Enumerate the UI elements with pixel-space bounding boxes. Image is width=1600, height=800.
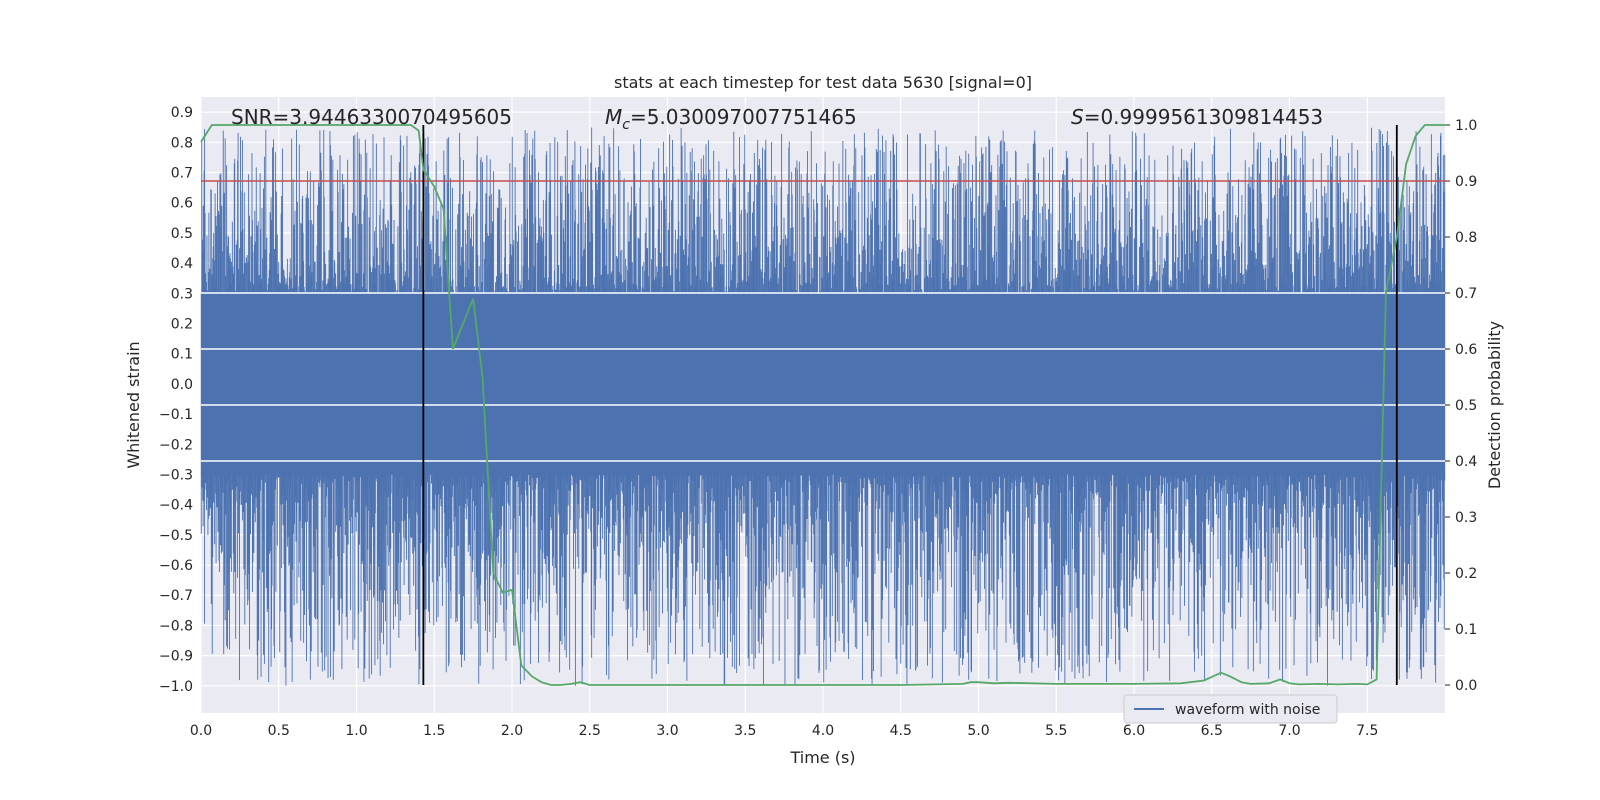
y2-axis-label: Detection probability — [1485, 321, 1504, 489]
y-tick-label: −1.0 — [159, 679, 193, 695]
x-tick-label: 5.0 — [967, 723, 989, 739]
x-tick-label: 7.5 — [1356, 723, 1378, 739]
x-axis-label: Time (s) — [789, 748, 855, 767]
y-tick-label: 0.2 — [171, 316, 193, 332]
x-ticks: 0.0 0.5 1.0 1.5 2.0 2.5 3.0 3.5 4.0 4.5 5.0 5.5 6.0 6… — [190, 723, 1379, 739]
y2-tick-label: 0.6 — [1455, 342, 1477, 358]
y2-tick-label: 0.4 — [1455, 454, 1477, 470]
x-tick-label: 0.0 — [190, 723, 212, 739]
y-tick-label: −0.4 — [159, 498, 193, 514]
legend-box — [1123, 694, 1338, 724]
x-tick-label: 2.0 — [501, 723, 523, 739]
overlay — [200, 124, 1445, 686]
y2-tick-label: 1.0 — [1455, 118, 1477, 134]
y-tick-label: 0.9 — [171, 105, 193, 121]
x-tick-label: 4.0 — [812, 723, 834, 739]
statistic-value: =0.9999561309814453 — [1084, 105, 1323, 129]
y2-tick-label: 0.2 — [1455, 566, 1477, 582]
x-tick-label: 7.0 — [1278, 723, 1300, 739]
x-tick-label: 0.5 — [268, 723, 290, 739]
y-tick-label: −0.7 — [159, 588, 193, 604]
y-tick-label: −0.8 — [159, 618, 193, 634]
x-tick-label: 1.0 — [345, 723, 367, 739]
statistic-symbol: S — [1071, 105, 1084, 129]
x-tick-label: 5.5 — [1045, 723, 1067, 739]
y-tick-label: 0.1 — [171, 347, 193, 363]
legend: waveform with noise — [1123, 694, 1338, 724]
x-tick-label: 4.5 — [890, 723, 912, 739]
chirp-mass-symbol: M — [605, 105, 622, 129]
y-tick-label: 0.3 — [171, 286, 193, 302]
y-tick-label: 0.0 — [171, 377, 193, 393]
chirp-mass-annotation: Mc=5.030097007751465 — [605, 105, 857, 133]
y-tick-label: −0.6 — [159, 558, 193, 574]
y-tick-label: 0.6 — [171, 196, 193, 212]
y2-tick-label: 0.0 — [1455, 678, 1477, 694]
chart-title: stats at each timestep for test data 563… — [614, 73, 1032, 92]
y2-tick-label: 0.1 — [1455, 622, 1477, 638]
y2-tick-label: 0.8 — [1455, 230, 1477, 246]
statistic-annotation: S=0.9999561309814453 — [1071, 105, 1323, 129]
y-tick-label: −0.3 — [159, 467, 193, 483]
y-tick-label: 0.4 — [171, 256, 193, 272]
y2-tick-label: 0.7 — [1455, 286, 1477, 302]
y-tick-label: −0.2 — [159, 437, 193, 453]
chirp-mass-value: =5.030097007751465 — [630, 105, 857, 129]
y2-tick-label: 0.5 — [1455, 398, 1477, 414]
series-waveform-with-noise — [200, 127, 1446, 686]
y-tick-label: −0.9 — [159, 649, 193, 665]
y-axis-label: Whitened strain — [124, 341, 143, 468]
y-tick-label: −0.5 — [159, 528, 193, 544]
y-tick-label: 0.5 — [171, 226, 193, 242]
x-tick-label: 3.5 — [734, 723, 756, 739]
chirp-mass-subscript: c — [622, 117, 630, 133]
x-tick-label: 2.5 — [579, 723, 601, 739]
y2-tick-label: 0.3 — [1455, 510, 1477, 526]
x-tick-label: 6.0 — [1123, 723, 1145, 739]
series-detection-probability — [200, 124, 1445, 686]
y2-tick-label: 0.9 — [1455, 174, 1477, 190]
snr-annotation: SNR=3.9446330070495605 — [231, 105, 512, 129]
x-tick-label: 3.0 — [656, 723, 678, 739]
y-tick-label: −0.1 — [159, 407, 193, 423]
x-tick-label: 1.5 — [423, 723, 445, 739]
legend-label-waveform: waveform with noise — [1175, 702, 1320, 718]
noise-trace — [200, 127, 1446, 686]
x-tick-label: 6.5 — [1201, 723, 1223, 739]
y-ticks: 0.9 0.8 0.7 0.6 0.5 0.4 0.3 0.2 0.1 0.0 −0.1 −0.2 −0… — [159, 105, 193, 695]
y-tick-label: 0.7 — [171, 165, 193, 181]
y-tick-label: 0.8 — [171, 135, 193, 151]
y2-ticks: 1.0 0.9 0.8 0.7 0.6 0.5 0.4 0.3 0.2 0.1 0.0 — [1445, 118, 1477, 694]
